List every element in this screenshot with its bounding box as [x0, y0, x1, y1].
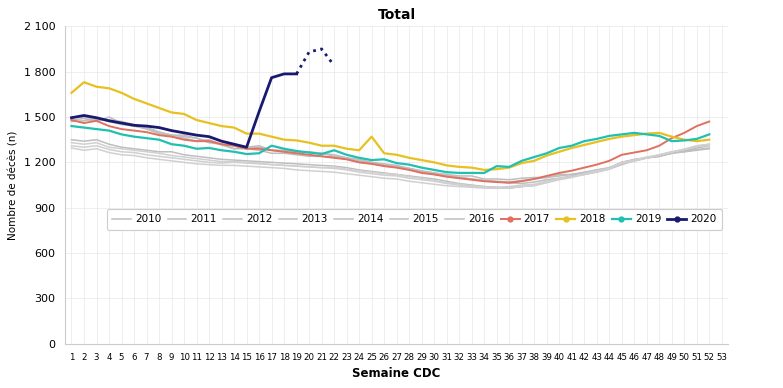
Legend: 2010, 2011, 2012, 2013, 2014, 2015, 2016, 2017, 2018, 2019, 2020: 2010, 2011, 2012, 2013, 2014, 2015, 2016…: [107, 209, 722, 230]
Title: Total: Total: [377, 8, 416, 23]
X-axis label: Semaine CDC: Semaine CDC: [352, 367, 441, 380]
Y-axis label: Nombre de décès (n): Nombre de décès (n): [9, 130, 18, 240]
